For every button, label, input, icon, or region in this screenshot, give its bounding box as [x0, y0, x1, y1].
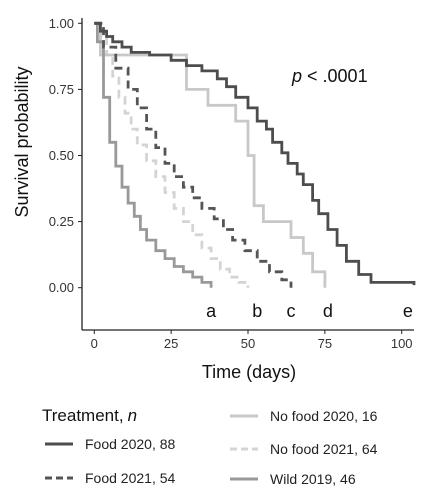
series-line-1: [94, 21, 293, 288]
legend-title-text: Treatment,: [42, 406, 124, 425]
end-letters: ec dba: [206, 301, 413, 321]
legend-title-n: n: [128, 406, 137, 425]
x-tick-label: 75: [318, 336, 332, 351]
end-letter-e: e: [403, 301, 413, 321]
y-tick-label: 0.75: [49, 82, 74, 97]
legend: Treatment, n Food 2020, 88 Food 2021, 54 No…: [42, 406, 378, 487]
end-letter-d: d: [323, 301, 333, 321]
series-line-3: [94, 21, 250, 288]
axes: 0.00 0.25 0.50 0.75 1.00 0 25 50 75 100: [49, 16, 414, 351]
x-tick-label: 25: [164, 336, 178, 351]
y-tick-label: 0.50: [49, 148, 74, 163]
y-axis-title: Survival probability: [12, 66, 32, 217]
series-line-4: [94, 21, 213, 288]
end-letter-a: a: [206, 301, 217, 321]
series-line-2: [94, 21, 327, 288]
p-value-annotation: p < .0001: [291, 66, 368, 86]
p-symbol: p: [291, 66, 302, 86]
series-layer: [94, 21, 416, 288]
x-axis-title: Time (days): [202, 362, 296, 382]
legend-label-2: No food 2020, 16: [270, 408, 378, 424]
x-tick-label: 100: [391, 336, 413, 351]
x-tick-label: 50: [241, 336, 255, 351]
legend-label-4: Wild 2019, 46: [270, 471, 356, 487]
end-letter-b: b: [252, 301, 262, 321]
x-tick-label: 0: [91, 336, 98, 351]
end-letter-c: c: [287, 301, 296, 321]
y-tick-label: 0.00: [49, 280, 74, 295]
legend-label-3: No food 2021, 64: [270, 441, 378, 457]
p-value-text: < .0001: [302, 66, 368, 86]
legend-label-1: Food 2021, 54: [85, 470, 176, 486]
y-tick-label: 0.25: [49, 214, 74, 229]
y-tick-label: 1.00: [49, 16, 74, 31]
legend-title: Treatment, n: [42, 406, 137, 425]
series-line-0: [94, 21, 416, 286]
legend-label-0: Food 2020, 88: [85, 436, 176, 452]
